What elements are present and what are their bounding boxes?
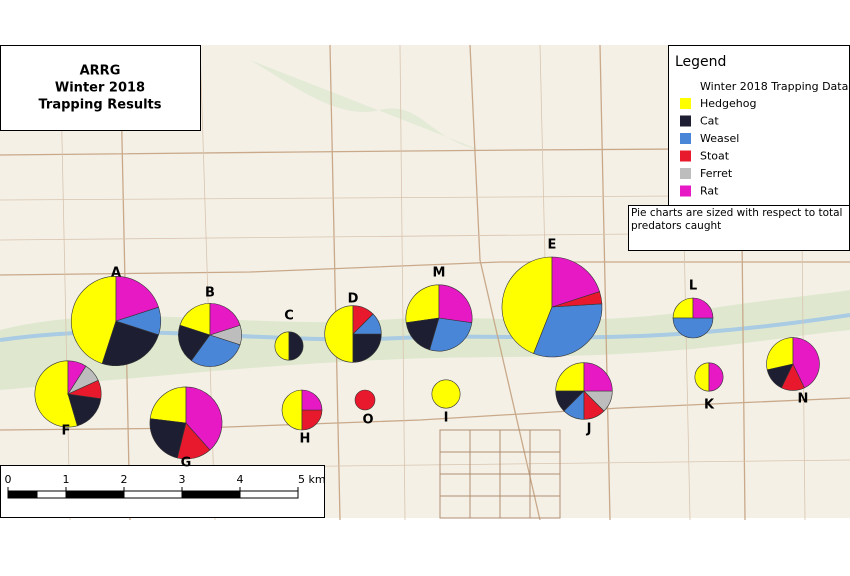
pie-slice <box>70 275 117 364</box>
legend-label: Weasel <box>700 132 739 145</box>
scale-bar <box>7 490 299 499</box>
title-line: ARRG <box>80 64 121 79</box>
pie-slice <box>352 305 374 335</box>
pie-slice <box>405 284 440 324</box>
pie-slice <box>792 337 820 389</box>
pie-slice <box>694 362 710 392</box>
pie-slice <box>301 389 323 411</box>
pie-slice <box>281 389 303 431</box>
site-label: N <box>798 392 809 407</box>
pie-slice <box>583 362 613 392</box>
pie-slice <box>708 362 724 392</box>
legend-swatch <box>680 185 691 197</box>
site-label: J <box>586 422 592 437</box>
legend-subtitle: Winter 2018 Trapping Data <box>700 80 848 93</box>
pie-slice <box>67 360 87 396</box>
scale-label: 2 <box>121 473 128 486</box>
scale-label: 4 <box>237 473 244 486</box>
pie-slice <box>274 331 290 361</box>
title-line: Winter 2018 <box>55 81 145 96</box>
pie-slice <box>352 333 382 363</box>
title-line: Trapping Results <box>38 98 161 113</box>
pie-slice <box>190 334 241 367</box>
legend-label: Rat <box>700 185 719 198</box>
site-label: I <box>444 411 449 426</box>
scale-label: 0 <box>5 473 12 486</box>
pie-slice <box>672 297 694 319</box>
pie-slice <box>288 331 304 361</box>
pie-slice <box>766 337 794 371</box>
site-label: B <box>205 286 215 301</box>
legend-swatch <box>680 133 691 144</box>
title-box <box>0 45 201 131</box>
pie-slice <box>185 386 223 451</box>
pie-slice <box>501 256 553 354</box>
pie-slice <box>101 320 159 366</box>
pie-slice <box>429 317 473 352</box>
site-label: M <box>433 266 446 281</box>
legend-swatch <box>680 168 691 179</box>
legend-title: Legend <box>675 54 726 70</box>
pie-slice <box>672 317 714 339</box>
legend-label: Ferret <box>700 167 733 180</box>
pie-slice <box>34 360 78 428</box>
legend-label: Stoat <box>700 150 730 163</box>
site-label: F <box>62 424 71 439</box>
pie-slice <box>149 386 187 424</box>
site-label: A <box>111 266 121 281</box>
scale-label: 5 km <box>298 473 326 486</box>
town <box>439 429 561 519</box>
site-label: H <box>300 432 311 447</box>
site-label: O <box>362 413 373 428</box>
pie-slice <box>301 409 323 431</box>
scale-label: 1 <box>63 473 70 486</box>
legend-label: Hedgehog <box>700 97 756 110</box>
note-box <box>628 205 850 251</box>
legend-box <box>668 45 850 206</box>
pie-slice <box>209 303 241 336</box>
pie-slice <box>324 305 354 363</box>
site-label: E <box>548 238 557 253</box>
site-label: L <box>689 279 697 294</box>
pie-slice <box>438 284 473 324</box>
pie-slice <box>692 297 714 319</box>
pie-slice <box>178 324 211 362</box>
pie-slice <box>354 389 376 411</box>
note: Pie charts are sized with respect to tot… <box>631 207 843 232</box>
legend-swatch <box>680 150 691 162</box>
legend-swatch <box>680 115 691 127</box>
pie-slice <box>551 256 600 308</box>
pie-slice <box>149 418 187 459</box>
legend-swatch <box>680 98 691 109</box>
note-container: Pie charts are sized with respect to tot… <box>631 207 843 232</box>
pie-slice <box>555 362 585 392</box>
site-label: C <box>284 309 294 324</box>
site-label: D <box>348 292 359 307</box>
scale-label: 3 <box>179 473 186 486</box>
hills <box>250 60 480 150</box>
site-label: K <box>704 398 715 413</box>
legend-label: Cat <box>700 115 719 128</box>
pie-slice <box>115 275 159 322</box>
pie-slice <box>431 379 461 409</box>
site-label: G <box>181 456 192 471</box>
pie-slice <box>533 303 603 358</box>
pie-slice <box>179 303 211 336</box>
